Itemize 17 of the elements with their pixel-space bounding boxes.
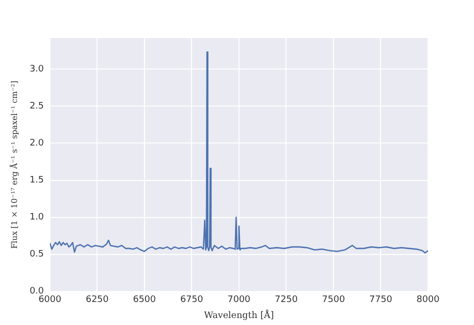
y-tick-label: 0.5 [30,250,44,260]
x-tick-label: 6250 [86,295,109,306]
y-tick-label: 3.0 [30,64,44,74]
y-tick-label: 1.0 [30,212,44,223]
x-tick-label: 7000 [228,295,251,306]
x-tick-label: 6500 [132,295,156,306]
y-tick-label: 1.5 [30,176,44,186]
x-tick-label: 7250 [274,295,298,306]
y-axis-title: Flux [1 × 10⁻¹⁷ erg Å⁻¹ s⁻¹ spaxel⁻¹ cm⁻²] [8,80,19,249]
x-tick-label: 7500 [322,295,346,306]
x-tick-label: 6000 [38,295,62,306]
x-tick-label: 7750 [369,295,392,306]
y-tick-label: 2.5 [30,102,44,112]
x-tick-label: 6750 [180,295,204,306]
x-axis-title: Wavelength [Å] [204,308,274,321]
y-tick-label: 2.0 [30,138,44,149]
x-tick-label: 8000 [416,295,440,306]
